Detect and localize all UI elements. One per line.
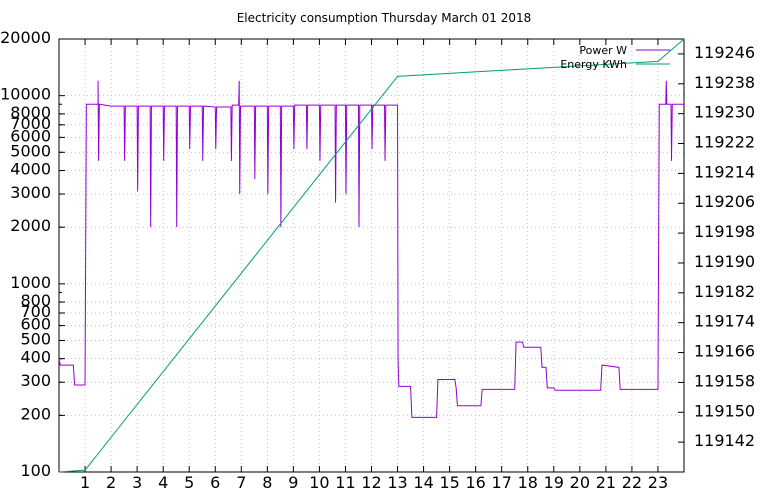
axis-ticks: 1 2 3 4 5 6 7 8 9 10 11 12 13 14 15 16 17 18 19 20 21 22 23100… — [0, 28, 755, 492]
y2-tick-label: 119158 — [694, 371, 755, 390]
x-tick-label: 18 — [518, 473, 538, 492]
y-tick-label: 400 — [20, 348, 51, 367]
y2-tick-label: 119198 — [694, 222, 755, 241]
y2-tick-label: 119166 — [694, 342, 755, 361]
x-tick-label: 9 — [288, 473, 298, 492]
y2-tick-label: 119214 — [694, 162, 755, 181]
x-tick-label: 7 — [236, 473, 246, 492]
y-tick-label: 10000 — [0, 85, 51, 104]
y2-tick-label: 119246 — [694, 43, 755, 62]
y2-tick-label: 119230 — [694, 103, 755, 122]
x-tick-label: 19 — [544, 473, 564, 492]
x-tick-label: 16 — [465, 473, 485, 492]
y2-tick-label: 119238 — [694, 73, 755, 92]
y2-tick-label: 119174 — [694, 312, 755, 331]
x-tick-label: 14 — [413, 473, 433, 492]
x-tick-label: 23 — [648, 473, 668, 492]
y2-tick-label: 119206 — [694, 192, 755, 211]
y-tick-label: 700 — [20, 302, 51, 321]
x-tick-label: 10 — [309, 473, 329, 492]
y-tick-label: 5000 — [10, 141, 51, 160]
y-tick-label: 100 — [20, 461, 51, 480]
x-tick-label: 17 — [492, 473, 512, 492]
x-tick-label: 2 — [106, 473, 116, 492]
x-tick-label: 6 — [210, 473, 220, 492]
y-tick-label: 200 — [20, 404, 51, 423]
y-tick-label: 800 — [20, 291, 51, 310]
legend-label-energy: Energy KWh — [560, 58, 627, 71]
x-tick-label: 11 — [335, 473, 355, 492]
y-tick-label: 1000 — [10, 273, 51, 292]
y-tick-label: 4000 — [10, 160, 51, 179]
x-tick-label: 12 — [361, 473, 381, 492]
y-tick-label: 300 — [20, 371, 51, 390]
x-tick-label: 5 — [184, 473, 194, 492]
x-tick-label: 15 — [439, 473, 459, 492]
x-tick-label: 4 — [158, 473, 168, 492]
x-tick-label: 8 — [262, 473, 272, 492]
x-tick-label: 21 — [596, 473, 616, 492]
y2-tick-label: 119142 — [694, 431, 755, 450]
y-tick-label: 8000 — [10, 103, 51, 122]
y2-tick-label: 119222 — [694, 133, 755, 152]
x-tick-label: 13 — [387, 473, 407, 492]
y-tick-label: 2000 — [10, 216, 51, 235]
y-tick-label: 500 — [20, 329, 51, 348]
y2-tick-label: 119150 — [694, 401, 755, 420]
power-series-line — [58, 80, 684, 418]
legend-label-power: Power W — [579, 44, 627, 57]
y2-tick-label: 119190 — [694, 252, 755, 271]
x-tick-label: 3 — [132, 473, 142, 492]
y-tick-label: 7000 — [10, 114, 51, 133]
chart-title: Electricity consumption Thursday March 0… — [237, 11, 532, 25]
energy-series-line — [58, 38, 685, 473]
series-lines — [58, 38, 685, 473]
x-tick-label: 22 — [622, 473, 642, 492]
x-tick-label: 1 — [80, 473, 90, 492]
y-tick-label: 600 — [20, 315, 51, 334]
y-tick-label: 6000 — [10, 126, 51, 145]
y2-tick-label: 119182 — [694, 282, 755, 301]
x-tick-label: 20 — [570, 473, 590, 492]
y-tick-label: 20000 — [0, 28, 51, 47]
y-tick-label: 3000 — [10, 183, 51, 202]
